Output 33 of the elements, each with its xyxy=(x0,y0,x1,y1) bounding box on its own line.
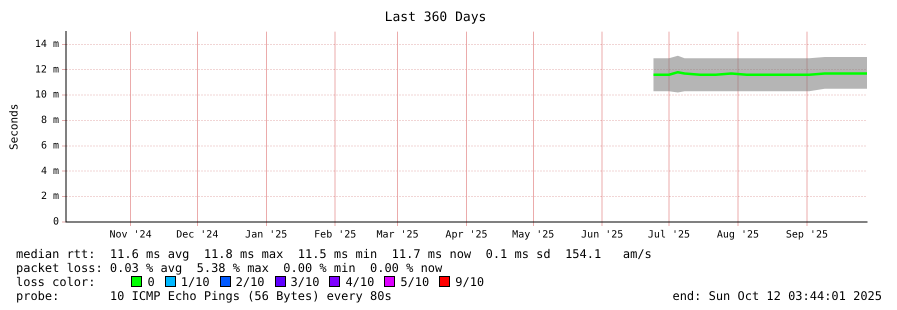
x-tick-label: Sep '25 xyxy=(786,230,828,241)
x-tick-label: Mar '25 xyxy=(376,230,419,241)
x-tick-label: Aug '25 xyxy=(716,230,760,241)
x-tick-label: Jun '25 xyxy=(581,230,624,241)
legend-label: 0 xyxy=(146,275,155,289)
x-tick-label: Jul '25 xyxy=(648,230,690,241)
text: end: Sun Oct 12 03:44:01 2025 xyxy=(672,289,882,303)
y-tick-label: 10 m xyxy=(34,90,59,101)
x-tick-label: Nov '24 xyxy=(109,230,152,241)
text: probe: 10 ICMP Echo Pings (56 Bytes) every 80s xyxy=(16,289,392,303)
x-tick-label: Apr '25 xyxy=(445,230,488,241)
legend-label: 4/10 xyxy=(344,275,374,289)
legend-label: 3/10 xyxy=(290,275,320,289)
chart-title: Last 360 Days xyxy=(384,10,486,26)
text: packet loss: 0.03 % avg 5.38 % max 0.00 % min 0.00 % now xyxy=(16,261,444,275)
x-tick-label: May '25 xyxy=(512,230,554,241)
legend-label: 5/10 xyxy=(399,275,430,289)
y-tick-label: 8 m xyxy=(40,115,59,126)
y-tick-label: 14 m xyxy=(34,38,59,50)
y-tick-label: 12 m xyxy=(34,64,59,76)
x-tick-label: Feb '25 xyxy=(314,230,356,241)
y-tick-label: 6 m xyxy=(40,140,59,152)
y-axis-title: Seconds xyxy=(7,104,20,150)
y-tick-label: 4 m xyxy=(40,166,59,177)
y-tick-label: 2 m xyxy=(40,191,59,202)
legend-label: 9/10 xyxy=(454,275,484,289)
legend-title: loss color: xyxy=(16,275,96,289)
legend-label: 1/10 xyxy=(180,275,210,289)
x-tick-label: Jan '25 xyxy=(245,230,288,241)
text: median rtt: 11.6 ms avg 11.8 ms max 11.5 ms min 11.7 ms now 0.1 ms sd 154.1 am/s xyxy=(16,247,653,261)
legend-label: 2/10 xyxy=(234,275,265,289)
y-tick-label: 0 xyxy=(52,216,59,228)
x-tick-label: Dec '24 xyxy=(176,230,218,241)
